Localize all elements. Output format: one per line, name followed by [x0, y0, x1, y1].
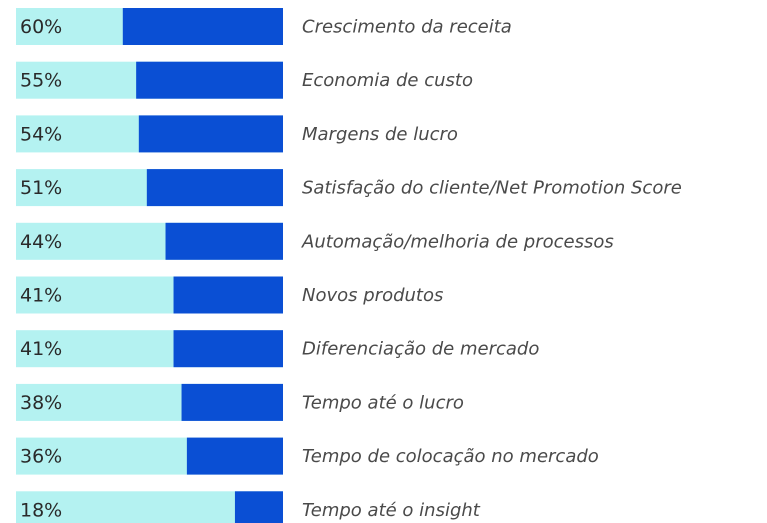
value-label: 51% [20, 177, 62, 199]
category-label: Tempo de colocação no mercado [302, 446, 599, 467]
value-label: 44% [20, 231, 62, 253]
value-label: 54% [20, 123, 62, 145]
value-label: 41% [20, 338, 62, 360]
bar [181, 383, 283, 421]
category-label: Crescimento da receita [302, 17, 512, 38]
value-label: 41% [20, 285, 62, 307]
value-label: 55% [20, 70, 62, 92]
bar [138, 115, 283, 153]
bar [136, 61, 283, 99]
bar [173, 330, 283, 368]
bar [173, 276, 283, 314]
bar [234, 491, 283, 523]
category-label: Diferenciação de mercado [302, 339, 539, 360]
category-label: Economia de custo [302, 70, 473, 91]
category-label: Margens de lucro [302, 124, 458, 145]
value-label: 60% [20, 16, 62, 38]
value-label: 18% [20, 499, 62, 521]
category-label: Automação/melhoria de processos [301, 231, 614, 252]
bar [165, 222, 283, 260]
category-label: Tempo até o lucro [302, 392, 464, 413]
bar [122, 8, 283, 45]
category-label: Satisfação do cliente/Net Promotion Scor… [302, 178, 682, 199]
bar [146, 169, 283, 207]
category-label: Novos produtos [302, 285, 443, 306]
category-label: Tempo até o insight [302, 500, 481, 521]
value-label: 36% [20, 446, 62, 468]
bar [186, 437, 283, 475]
value-label: 38% [20, 392, 62, 414]
